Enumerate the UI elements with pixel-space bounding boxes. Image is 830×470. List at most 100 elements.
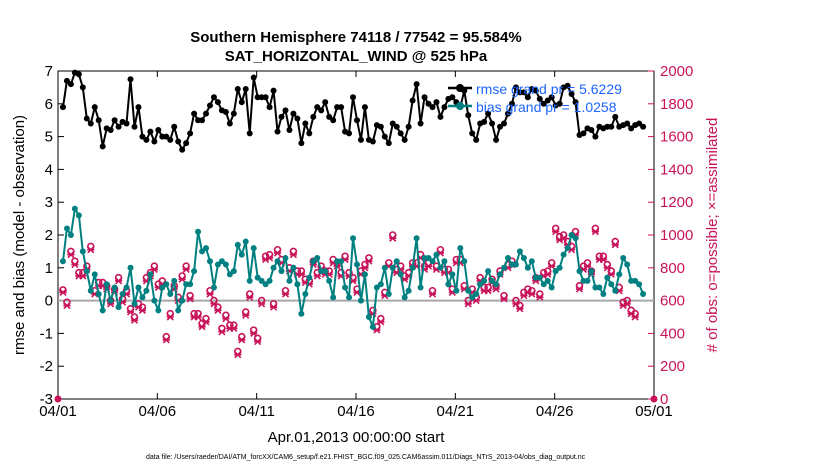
y-tick-label: -1 xyxy=(40,325,53,342)
obs-assimilated-point xyxy=(273,249,282,257)
bias-point xyxy=(203,245,210,252)
bias-point xyxy=(167,291,174,298)
bias-point xyxy=(493,281,500,288)
bias-point xyxy=(151,297,158,304)
bias-point xyxy=(79,248,86,255)
rmse-point xyxy=(504,110,511,117)
bias-point xyxy=(445,281,452,288)
rmse-point xyxy=(270,87,277,94)
bias-point xyxy=(600,291,607,298)
rmse-point xyxy=(83,115,90,122)
rmse-point xyxy=(512,84,519,91)
bias-series xyxy=(59,205,647,330)
bias-point xyxy=(457,245,464,252)
bias-point xyxy=(528,258,535,265)
origin-marker xyxy=(54,395,62,403)
bias-point xyxy=(310,258,317,265)
x-tick-label: 04/16 xyxy=(337,403,375,420)
obs-assimilated-point xyxy=(591,228,599,236)
rmse-point xyxy=(75,71,82,78)
y-right-tick-label: 1400 xyxy=(660,161,693,178)
rmse-point xyxy=(556,100,563,107)
obs-assimilated-point xyxy=(536,293,544,301)
bias-point xyxy=(266,277,273,284)
y-tick-label: 2 xyxy=(45,227,53,244)
bias-point xyxy=(302,291,309,298)
bias-point xyxy=(163,281,170,288)
bias-point xyxy=(59,258,66,265)
rmse-point xyxy=(310,113,317,120)
rmse-point xyxy=(318,107,325,114)
bias-point xyxy=(115,304,122,311)
bias-point xyxy=(179,297,186,304)
bias-point xyxy=(604,274,611,281)
y-right-tick-label: 1000 xyxy=(660,227,693,244)
rmse-point xyxy=(326,113,333,120)
bias-point xyxy=(357,297,364,304)
bias-point xyxy=(449,271,456,278)
rmse-point xyxy=(493,136,500,143)
rmse-point xyxy=(369,138,376,145)
bias-point xyxy=(286,277,293,284)
rmse-point xyxy=(262,94,269,101)
rmse-point xyxy=(588,127,595,134)
bias-point xyxy=(234,241,241,248)
x-axis-label: Apr.01,2013 00:00:00 start xyxy=(268,429,446,446)
rmse-point xyxy=(497,123,504,130)
bias-point xyxy=(139,294,146,301)
obs-assimilated-point xyxy=(166,313,174,321)
bias-point xyxy=(556,264,563,271)
obs-assimilated-point xyxy=(389,234,397,242)
rmse-point xyxy=(163,133,170,140)
rmse-point xyxy=(286,127,293,134)
obs-assimilated-point xyxy=(548,262,556,270)
bias-point xyxy=(584,277,591,284)
bias-point xyxy=(342,284,349,291)
rmse-point xyxy=(290,110,297,117)
rmse-point xyxy=(568,90,575,97)
x-tick-label: 04/26 xyxy=(536,403,574,420)
rmse-point xyxy=(608,123,615,130)
obs-assimilated-point xyxy=(560,234,568,242)
bias-point xyxy=(191,268,198,275)
bias-point xyxy=(123,284,130,291)
bias-point xyxy=(346,294,353,301)
rmse-point xyxy=(330,117,337,124)
bias-point xyxy=(262,281,269,288)
obs-assimilated-point xyxy=(424,262,433,270)
rmse-point xyxy=(59,104,66,111)
y-right-tick-label: 2000 xyxy=(660,63,693,80)
obs-assimilated-point xyxy=(206,290,214,298)
obs-assimilated-point xyxy=(623,300,631,308)
rmse-point xyxy=(322,99,329,106)
bias-point xyxy=(187,281,194,288)
rmse-point xyxy=(397,130,404,137)
bias-point xyxy=(242,238,249,245)
rmse-point xyxy=(441,104,448,111)
bias-point xyxy=(564,245,571,252)
bias-point xyxy=(536,274,543,281)
obs-assimilated-point xyxy=(186,295,194,303)
bias-point xyxy=(504,254,511,261)
x-tick-label: 04/11 xyxy=(238,403,274,420)
rmse-point xyxy=(636,120,643,127)
bias-point xyxy=(461,258,468,265)
bias-point xyxy=(159,284,166,291)
bias-point xyxy=(270,264,277,271)
obs-assimilated-point xyxy=(59,288,67,296)
obs-assimilated-point xyxy=(150,265,158,274)
y-right-tick-label: 1800 xyxy=(660,96,693,113)
bias-point xyxy=(616,271,623,278)
obs-assimilated-point xyxy=(234,351,242,359)
bias-point xyxy=(369,323,376,330)
rmse-point xyxy=(191,110,198,117)
bias-point xyxy=(373,284,380,291)
rmse-point xyxy=(612,113,619,120)
y-right-tick-label: 400 xyxy=(660,325,685,342)
obs-assimilated-point xyxy=(254,338,262,346)
bias-point xyxy=(258,277,265,284)
bias-point xyxy=(155,307,162,314)
bias-point xyxy=(195,228,202,235)
rmse-point xyxy=(266,104,273,111)
rmse-point xyxy=(393,123,400,130)
